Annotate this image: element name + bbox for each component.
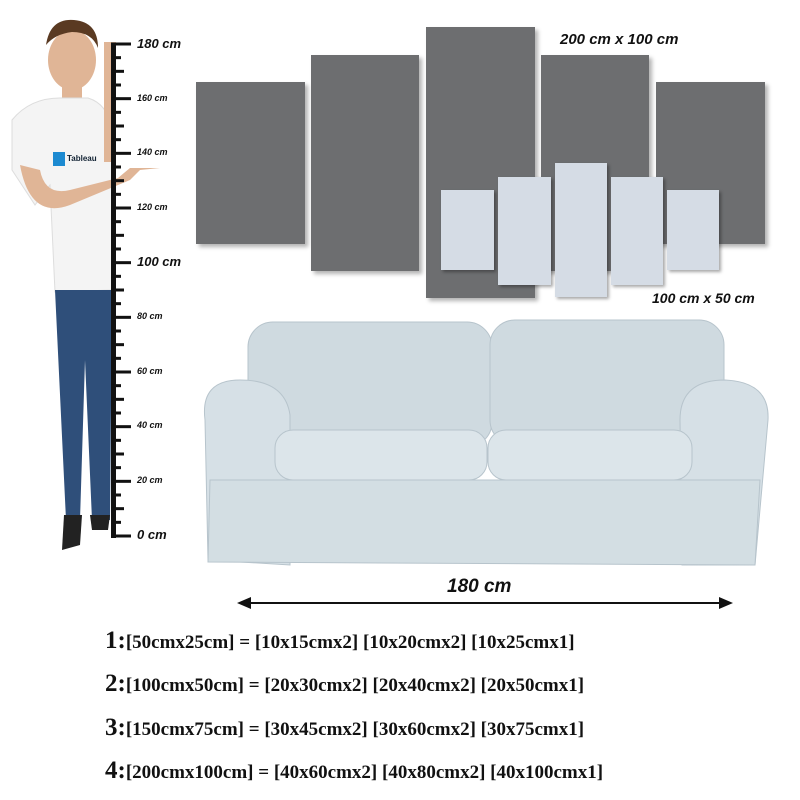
- ruler-tick: [111, 520, 121, 524]
- large-set-label: 200 cm x 100 cm: [560, 31, 679, 48]
- small-panel-3: [555, 163, 607, 297]
- ruler-tick: [111, 261, 131, 265]
- ruler-tick-label: 100 cm: [137, 254, 182, 270]
- small-panel-5: [667, 190, 719, 270]
- small-panel-4: [611, 177, 663, 285]
- ruler-tick: [111, 507, 124, 511]
- sofa-width-label: 180 cm: [447, 576, 512, 597]
- ruler-tick-label: 40 cm: [137, 420, 163, 431]
- ruler-tick-label: 160 cm: [137, 92, 168, 103]
- small-panel-2: [498, 177, 551, 285]
- ruler-tick: [111, 493, 121, 497]
- ruler-tick-label: 60 cm: [137, 365, 163, 376]
- ruler-tick: [111, 247, 121, 251]
- ruler-tick-label: 140 cm: [137, 147, 168, 158]
- ruler-tick-label: 120 cm: [137, 201, 168, 212]
- ruler-ticks: [111, 42, 131, 538]
- ruler-tick: [111, 151, 131, 155]
- ruler-tick: [111, 343, 124, 347]
- ruler-tick: [111, 397, 124, 401]
- sofa-image: [203, 319, 769, 566]
- ruler-tick: [111, 438, 121, 442]
- ruler-tick: [111, 179, 124, 183]
- ruler-tick: [111, 192, 121, 196]
- ruler-tick: [111, 452, 124, 456]
- size-option-2: 2:[100cmx50cm] = [20x30cmx2] [20x40cmx2]…: [105, 670, 585, 697]
- ruler-tick: [111, 110, 121, 114]
- ruler-tick: [111, 220, 121, 224]
- large-panel-2: [311, 55, 419, 271]
- ruler-tick-label: 180 cm: [137, 36, 182, 51]
- size-option-3: 3:[150cmx75cm] = [30x45cmx2] [30x60cmx2]…: [105, 714, 585, 741]
- ruler-tick: [111, 329, 121, 333]
- ruler-tick-label: 20 cm: [137, 474, 163, 485]
- ruler-tick: [111, 56, 121, 60]
- size-option-1: 1:[50cmx25cm] = [10x15cmx2] [10x20cmx2] …: [105, 627, 575, 654]
- width-arrow: [237, 597, 733, 609]
- ruler-tick: [111, 384, 121, 388]
- small-panel-1: [441, 190, 494, 270]
- ruler-tick: [111, 370, 131, 374]
- ruler-tick: [111, 274, 121, 278]
- ruler-tick: [111, 83, 121, 87]
- ruler-tick: [111, 425, 131, 429]
- ruler-tick: [111, 315, 131, 319]
- ruler-tick: [111, 42, 131, 46]
- ruler-tick: [111, 479, 131, 483]
- ruler-tick: [111, 233, 124, 237]
- ruler-tick-label: 0 cm: [137, 527, 167, 543]
- small-set-label: 100 cm x 50 cm: [652, 290, 755, 306]
- ruler-tick: [111, 165, 121, 169]
- ruler-tick: [111, 124, 124, 128]
- ruler-tick-label: 80 cm: [137, 311, 163, 321]
- logo-text: Tableau: [67, 154, 97, 163]
- ruler-tick: [111, 288, 124, 292]
- ruler-tick: [111, 534, 131, 538]
- ruler-tick: [111, 302, 121, 306]
- ruler-tick: [111, 206, 131, 210]
- large-panel-1: [196, 82, 305, 244]
- ruler-tick: [111, 356, 121, 360]
- ruler-tick: [111, 411, 121, 415]
- size-option-4: 4:[200cmx100cm] = [40x60cmx2] [40x80cmx2…: [105, 757, 604, 784]
- ruler-tick: [111, 97, 131, 101]
- ruler-tick: [111, 69, 124, 73]
- ruler-tick: [111, 466, 121, 470]
- owl-logo-icon: [53, 152, 65, 166]
- person-figure: [11, 19, 160, 550]
- ruler-tick: [111, 138, 121, 142]
